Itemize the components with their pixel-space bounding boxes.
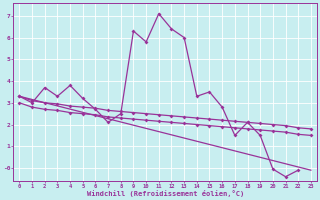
X-axis label: Windchill (Refroidissement éolien,°C): Windchill (Refroidissement éolien,°C): [86, 190, 244, 197]
